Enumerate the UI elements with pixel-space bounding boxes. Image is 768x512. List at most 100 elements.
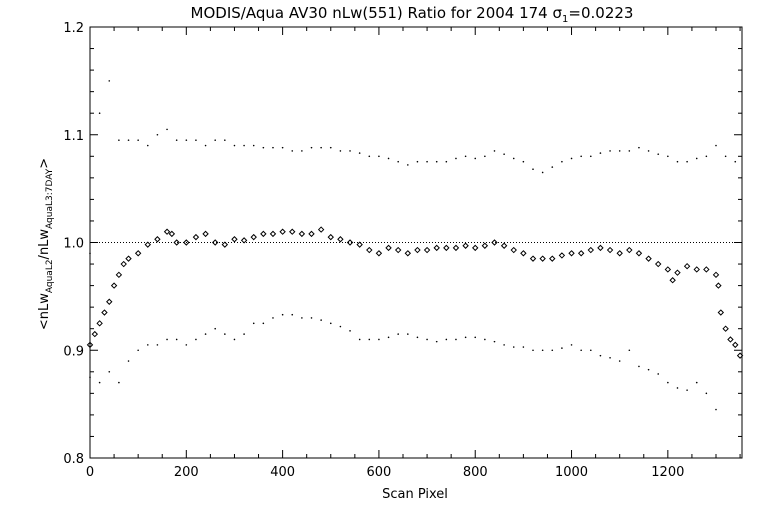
data-point xyxy=(426,160,428,163)
data-point xyxy=(329,146,332,149)
chart-title-sigma-subscript: 1 xyxy=(562,14,568,25)
data-point xyxy=(599,152,602,154)
data-point xyxy=(195,139,197,141)
data-point xyxy=(356,241,363,248)
data-point xyxy=(89,376,91,378)
data-point xyxy=(320,146,322,149)
chart-title-sigma-value: =0.0223 xyxy=(568,4,633,22)
data-point xyxy=(214,139,216,141)
data-point xyxy=(577,250,585,257)
x-tick-label: 0 xyxy=(86,465,94,480)
chart-title-main: MODIS/Aqua AV30 nLw(551) Ratio for 2004 … xyxy=(191,4,553,22)
data-point xyxy=(512,346,515,348)
data-point xyxy=(349,150,351,152)
data-point xyxy=(231,236,238,243)
x-tick-label: 800 xyxy=(463,465,488,480)
data-point xyxy=(462,242,469,249)
data-point xyxy=(183,239,190,246)
x-tick-label: 400 xyxy=(270,465,295,480)
data-point xyxy=(551,349,554,352)
data-point xyxy=(647,150,650,152)
data-point xyxy=(291,313,294,316)
data-point xyxy=(272,317,274,319)
plot-border xyxy=(89,26,743,459)
data-point xyxy=(472,244,479,252)
data-point xyxy=(118,381,120,384)
x-tick-label: 1200 xyxy=(651,465,684,480)
data-point xyxy=(243,144,245,147)
data-point xyxy=(108,371,111,373)
data-point xyxy=(686,389,688,391)
data-point xyxy=(452,244,460,252)
plot-frame xyxy=(89,26,743,459)
data-point xyxy=(732,341,739,349)
data-point xyxy=(115,271,123,279)
data-point xyxy=(175,338,178,341)
data-point xyxy=(645,255,652,262)
y-tick-label: 1.1 xyxy=(63,129,84,144)
data-point xyxy=(628,150,631,152)
data-point xyxy=(154,236,161,243)
data-point xyxy=(281,313,284,316)
data-point xyxy=(647,368,650,371)
data-point xyxy=(570,157,573,160)
data-point xyxy=(118,139,120,141)
axes-layer: 0 200 400 600 800 1000 1200 0.8 0.9 1.0 1.1 1.2 xyxy=(63,21,742,480)
data-point xyxy=(279,228,286,235)
data-point xyxy=(337,236,344,243)
y-axis-label-sub1: AquaL2 xyxy=(45,259,55,293)
data-point xyxy=(606,246,614,254)
data-point xyxy=(481,242,489,249)
data-point xyxy=(329,322,332,325)
data-point xyxy=(736,352,744,359)
data-point xyxy=(541,349,544,352)
data-point xyxy=(686,160,688,163)
data-point xyxy=(599,354,602,357)
data-point xyxy=(445,160,448,163)
data-point xyxy=(414,246,421,254)
data-point xyxy=(551,166,554,168)
data-point xyxy=(156,133,159,136)
data-point xyxy=(281,146,284,149)
data-point xyxy=(568,250,575,257)
data-point xyxy=(705,392,708,395)
data-point xyxy=(423,246,431,254)
data-point xyxy=(127,360,130,362)
data-point xyxy=(558,252,566,259)
data-point xyxy=(667,155,669,158)
data-point xyxy=(703,266,710,273)
data-point xyxy=(349,330,351,332)
data-point xyxy=(667,381,669,384)
data-point xyxy=(520,250,527,257)
data-point xyxy=(98,112,101,114)
data-point xyxy=(96,320,103,327)
data-point xyxy=(301,150,303,152)
data-point xyxy=(484,155,486,158)
data-point xyxy=(146,344,149,346)
data-point xyxy=(628,349,631,352)
y-axis-label-suffix: > xyxy=(37,158,52,169)
data-point xyxy=(202,230,209,238)
data-point xyxy=(705,155,708,158)
data-point xyxy=(240,237,248,244)
data-point xyxy=(339,150,342,152)
data-point xyxy=(455,157,457,160)
data-point xyxy=(695,157,698,160)
data-point xyxy=(715,144,717,147)
data-point xyxy=(597,244,604,252)
y-tick-label: 1.0 xyxy=(63,237,84,252)
data-point xyxy=(368,338,371,341)
data-point xyxy=(664,266,672,273)
x-tick-label: 1000 xyxy=(555,465,588,480)
data-point xyxy=(125,255,132,262)
data-point xyxy=(616,250,623,257)
y-axis-label-mid: /nLw xyxy=(37,229,52,260)
data-point xyxy=(722,325,729,332)
data-point xyxy=(375,250,383,257)
y-axis-label: <nLwAquaL2/nLwAquaL3:7DAY> xyxy=(37,158,55,330)
x-tick-label: 200 xyxy=(174,465,199,480)
data-point xyxy=(260,230,267,238)
data-point xyxy=(185,344,188,346)
data-point xyxy=(635,250,643,257)
data-point xyxy=(500,242,508,249)
